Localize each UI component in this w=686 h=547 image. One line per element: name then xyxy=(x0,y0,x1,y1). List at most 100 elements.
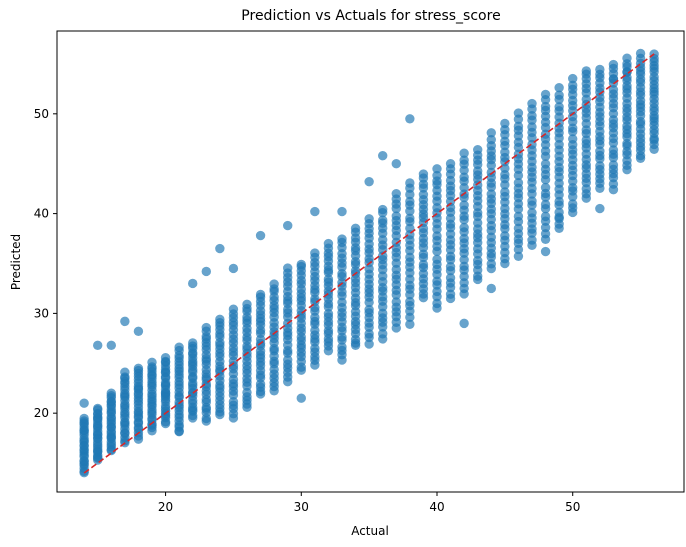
data-point xyxy=(473,166,483,176)
y-tick-label: 20 xyxy=(34,406,49,420)
data-point xyxy=(513,211,524,222)
x-tick-label: 50 xyxy=(565,500,580,514)
x-axis-ticks: 20 30 40 50 xyxy=(158,492,580,514)
data-point xyxy=(310,248,320,258)
data-point xyxy=(486,167,496,178)
data-point xyxy=(378,251,388,261)
data-point xyxy=(500,187,510,197)
data-point xyxy=(554,213,564,224)
data-point xyxy=(445,289,456,299)
data-point xyxy=(432,276,442,286)
data-point xyxy=(608,84,619,95)
data-point xyxy=(432,170,442,181)
y-tick-label: 40 xyxy=(34,207,49,221)
data-point xyxy=(513,178,524,188)
data-point xyxy=(391,237,401,248)
data-point xyxy=(432,254,442,264)
data-point xyxy=(418,259,429,270)
data-point xyxy=(540,159,551,169)
data-point xyxy=(445,159,456,169)
data-point xyxy=(622,138,632,149)
data-point xyxy=(378,204,388,215)
data-point xyxy=(540,211,551,222)
data-point xyxy=(364,214,374,224)
data-point xyxy=(391,297,401,307)
data-point xyxy=(432,164,442,174)
data-point xyxy=(296,393,306,403)
data-point xyxy=(337,206,347,217)
data-point xyxy=(459,200,469,210)
data-point xyxy=(568,123,578,133)
data-point xyxy=(405,114,415,124)
data-point xyxy=(554,90,564,100)
data-point xyxy=(201,266,211,277)
data-point xyxy=(93,340,103,351)
y-tick-label: 50 xyxy=(34,107,49,121)
data-point xyxy=(378,329,388,339)
data-point xyxy=(242,299,252,309)
data-point xyxy=(568,199,578,209)
data-point xyxy=(160,388,171,398)
data-point xyxy=(188,278,198,289)
data-point xyxy=(323,308,334,319)
data-point xyxy=(120,316,130,327)
data-point xyxy=(473,218,483,228)
data-point xyxy=(513,121,524,132)
data-point xyxy=(554,102,564,112)
data-point xyxy=(215,314,225,325)
data-point xyxy=(283,355,293,365)
data-point xyxy=(459,155,469,165)
data-point xyxy=(486,134,496,145)
data-point xyxy=(608,160,619,170)
data-point xyxy=(418,189,429,200)
data-point xyxy=(581,66,591,76)
data-point xyxy=(486,189,496,199)
data-point xyxy=(622,53,632,63)
data-point xyxy=(405,319,415,329)
data-point xyxy=(350,340,361,351)
data-point xyxy=(120,367,130,377)
y-axis-ticks: 20 30 40 50 xyxy=(34,107,57,420)
data-point xyxy=(568,182,578,193)
data-point xyxy=(93,403,103,414)
data-point xyxy=(527,122,537,132)
data-point xyxy=(269,279,279,289)
data-point xyxy=(432,298,442,309)
x-tick-label: 20 xyxy=(158,500,173,514)
data-point xyxy=(228,263,239,274)
data-point xyxy=(554,139,564,150)
data-point xyxy=(568,73,578,84)
data-point xyxy=(418,169,429,179)
data-point xyxy=(608,59,619,70)
reference-line xyxy=(83,53,655,474)
data-point xyxy=(323,238,334,249)
data-point xyxy=(188,338,198,348)
data-point xyxy=(445,273,456,283)
data-point xyxy=(513,223,524,234)
data-point xyxy=(540,199,551,210)
data-point xyxy=(201,322,211,333)
data-point xyxy=(486,259,496,269)
data-point xyxy=(595,203,605,214)
data-point xyxy=(500,118,510,129)
data-point xyxy=(459,183,469,193)
data-point xyxy=(540,182,551,193)
data-point xyxy=(405,196,415,207)
data-point xyxy=(432,286,442,297)
x-tick-label: 40 xyxy=(429,500,444,514)
data-point xyxy=(79,398,89,408)
data-point xyxy=(473,255,483,266)
x-tick-label: 30 xyxy=(294,500,309,514)
data-point xyxy=(337,297,347,307)
data-point xyxy=(255,230,266,241)
data-point xyxy=(215,243,225,254)
data-point xyxy=(79,413,89,424)
data-point xyxy=(337,234,347,244)
data-point xyxy=(378,235,388,245)
data-point xyxy=(527,235,537,245)
data-point xyxy=(337,269,347,279)
data-point xyxy=(391,159,401,169)
data-point xyxy=(527,98,537,109)
data-point xyxy=(378,151,388,161)
